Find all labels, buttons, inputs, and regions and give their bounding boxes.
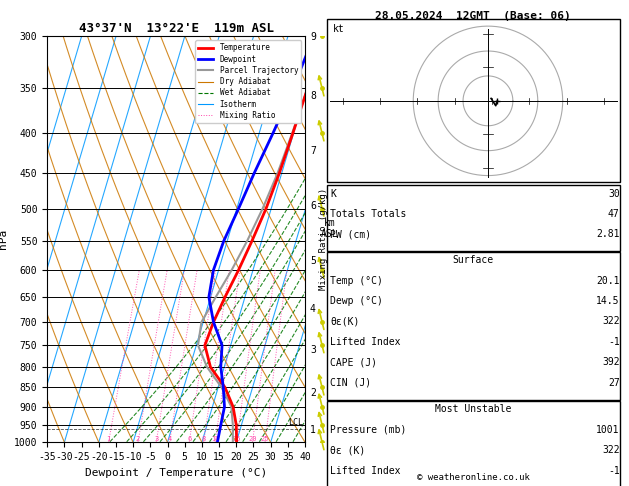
Text: 8: 8	[201, 436, 206, 442]
Text: θε(K): θε(K)	[330, 316, 360, 327]
Bar	[327, 19, 620, 182]
Text: 1: 1	[106, 436, 111, 442]
Text: 3: 3	[154, 436, 159, 442]
Text: 14.5: 14.5	[596, 296, 620, 306]
X-axis label: Dewpoint / Temperature (°C): Dewpoint / Temperature (°C)	[85, 468, 267, 478]
Text: Temp (°C): Temp (°C)	[330, 276, 383, 286]
Bar	[327, 252, 620, 400]
Text: 15: 15	[233, 436, 241, 442]
Y-axis label: km
ASL: km ASL	[321, 218, 338, 240]
Text: Pressure (mb): Pressure (mb)	[330, 425, 406, 435]
Text: PW (cm): PW (cm)	[330, 229, 371, 240]
Legend: Temperature, Dewpoint, Parcel Trajectory, Dry Adiabat, Wet Adiabat, Isotherm, Mi: Temperature, Dewpoint, Parcel Trajectory…	[195, 40, 301, 123]
Text: 1001: 1001	[596, 425, 620, 435]
Text: LCL: LCL	[288, 418, 303, 427]
Text: 2.81: 2.81	[596, 229, 620, 240]
Text: 2: 2	[136, 436, 140, 442]
Text: 27: 27	[608, 378, 620, 388]
Text: 322: 322	[602, 445, 620, 455]
Text: K: K	[330, 189, 336, 199]
Y-axis label: hPa: hPa	[0, 229, 8, 249]
Text: 20: 20	[248, 436, 257, 442]
Text: Dewp (°C): Dewp (°C)	[330, 296, 383, 306]
Text: CAPE (J): CAPE (J)	[330, 357, 377, 367]
Text: 392: 392	[602, 357, 620, 367]
Text: 6: 6	[187, 436, 191, 442]
Title: 43°37'N  13°22'E  119m ASL: 43°37'N 13°22'E 119m ASL	[79, 22, 274, 35]
Text: 322: 322	[602, 316, 620, 327]
Text: © weatheronline.co.uk: © weatheronline.co.uk	[417, 473, 530, 482]
Text: 47: 47	[608, 209, 620, 219]
Text: Totals Totals: Totals Totals	[330, 209, 406, 219]
Text: 20.1: 20.1	[596, 276, 620, 286]
Text: Surface: Surface	[453, 255, 494, 265]
Text: CIN (J): CIN (J)	[330, 378, 371, 388]
Text: Lifted Index: Lifted Index	[330, 466, 401, 476]
Text: 4: 4	[167, 436, 172, 442]
Text: θε (K): θε (K)	[330, 445, 365, 455]
Text: Most Unstable: Most Unstable	[435, 404, 511, 415]
Text: 28.05.2024  12GMT  (Base: 06): 28.05.2024 12GMT (Base: 06)	[376, 11, 571, 21]
Bar	[327, 401, 620, 486]
Text: -1: -1	[608, 466, 620, 476]
Text: Lifted Index: Lifted Index	[330, 337, 401, 347]
Text: 30: 30	[608, 189, 620, 199]
Text: kt: kt	[333, 24, 345, 35]
Text: 10: 10	[211, 436, 220, 442]
Text: 25: 25	[261, 436, 269, 442]
Bar	[327, 185, 620, 251]
Text: Mixing Ratio (g/kg): Mixing Ratio (g/kg)	[320, 188, 328, 291]
Text: -1: -1	[608, 337, 620, 347]
